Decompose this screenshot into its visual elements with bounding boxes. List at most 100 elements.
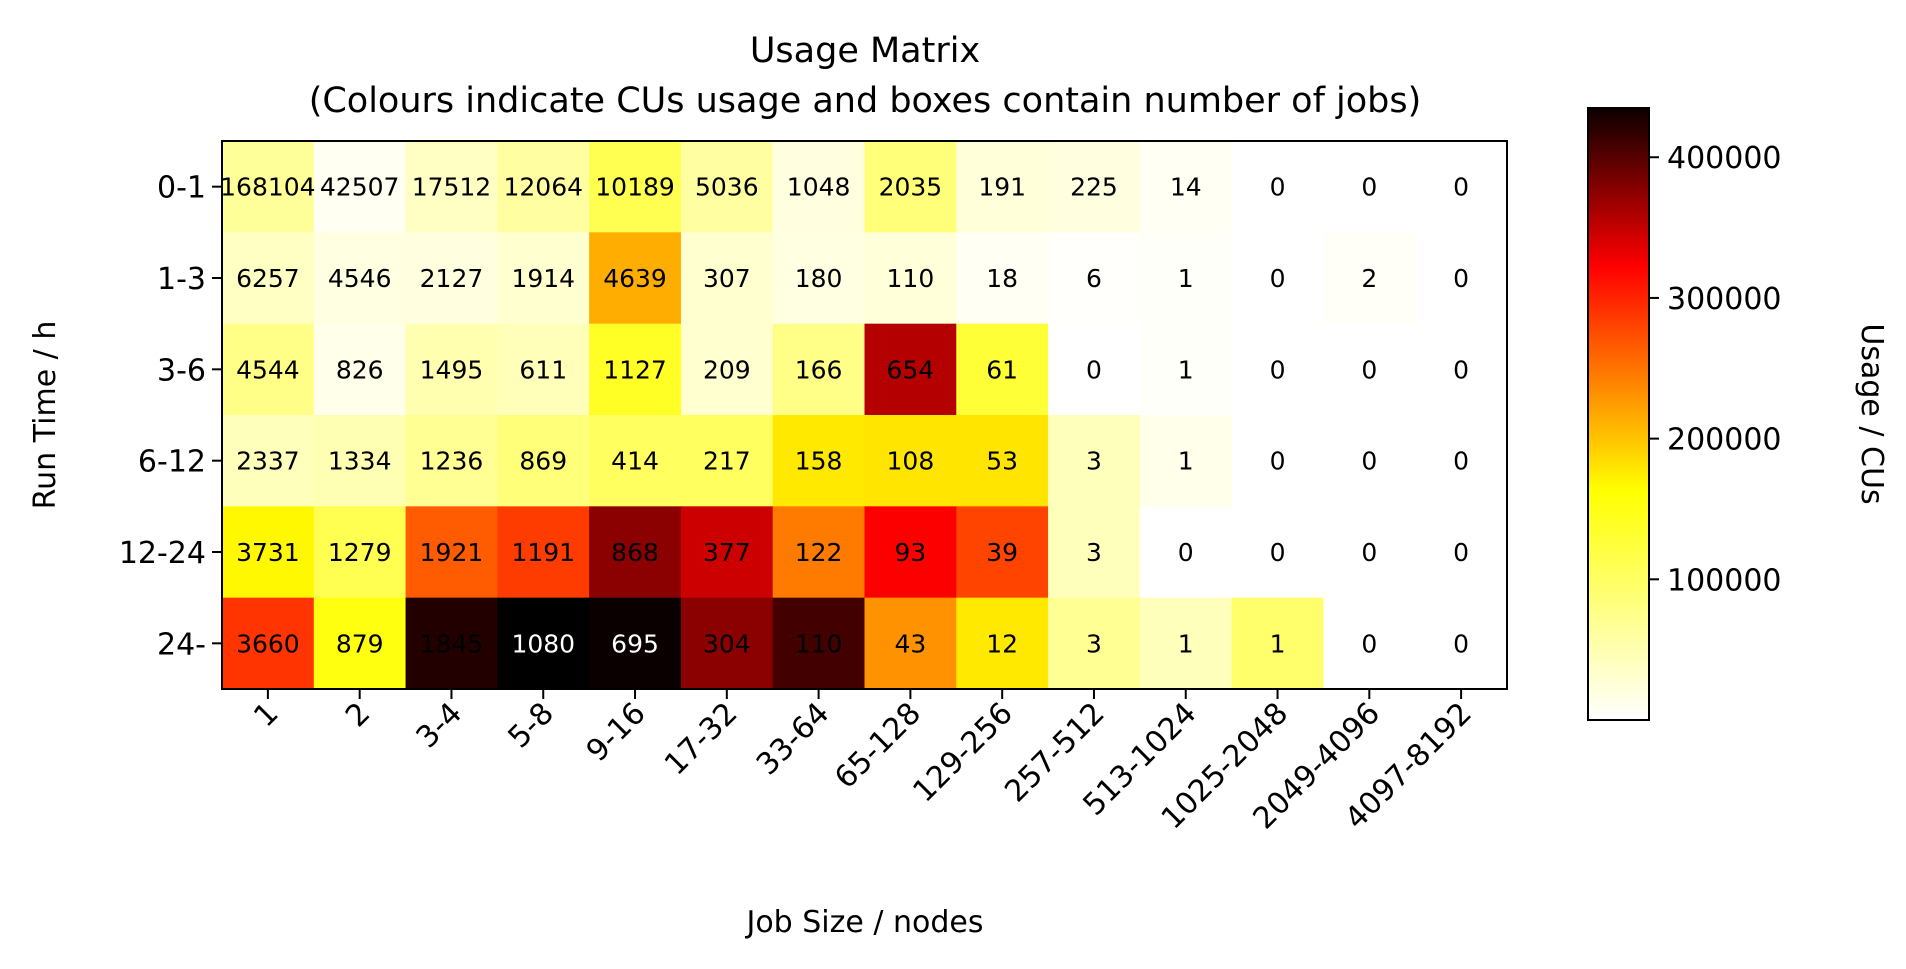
cell-job-count: 3660	[236, 629, 300, 658]
cell-job-count: 12	[986, 629, 1018, 658]
cell-job-count: 0	[1361, 355, 1377, 384]
cell-job-count: 2127	[420, 264, 484, 293]
colorbar	[1587, 107, 1650, 721]
heatmap-cell	[772, 323, 866, 416]
heatmap-cell	[1231, 232, 1325, 325]
cell-job-count: 110	[795, 629, 843, 658]
heatmap-cell	[1323, 323, 1416, 416]
cell-job-count: 217	[703, 447, 751, 476]
cell-job-count: 0	[1453, 264, 1469, 293]
heatmap-cell	[1323, 506, 1416, 599]
heatmap-cell	[1323, 415, 1416, 507]
heatmap-cell	[405, 415, 498, 507]
cell-job-count: 2	[1361, 264, 1377, 293]
cell-job-count: 1	[1178, 447, 1194, 476]
cell-job-count: 0	[1270, 447, 1286, 476]
heatmap-cell	[680, 141, 774, 233]
heatmap-cell	[1048, 323, 1141, 416]
heatmap-cell	[1139, 597, 1233, 690]
cell-job-count: 12064	[503, 173, 583, 202]
cell-job-count: 0	[1453, 538, 1469, 567]
heatmap-cell	[313, 415, 407, 507]
heatmap-cell	[222, 323, 315, 416]
colorbar-ticks: 100000 200000 300000 400000	[1649, 141, 1782, 598]
heatmap-cell	[589, 506, 682, 599]
cell-job-count: 3731	[236, 538, 300, 567]
heatmap-cell-labels: 168104 42507 17512 12064 10189 5036 1048 2035 19…	[220, 173, 1469, 659]
cell-job-count: 2337	[236, 447, 300, 476]
heatmap-cell	[589, 415, 682, 507]
heatmap-cell	[313, 232, 407, 325]
cell-job-count: 0	[1361, 629, 1377, 658]
heatmap-cell	[222, 506, 315, 599]
cell-job-count: 307	[703, 264, 751, 293]
cell-job-count: 3	[1086, 447, 1102, 476]
cell-job-count: 1495	[420, 355, 484, 384]
cell-job-count: 61	[986, 355, 1018, 384]
cell-job-count: 1191	[511, 538, 575, 567]
cell-job-count: 0	[1361, 538, 1377, 567]
cell-job-count: 0	[1361, 447, 1377, 476]
cell-job-count: 0	[1453, 447, 1469, 476]
y-tick-label: 0-1	[157, 171, 206, 206]
cell-job-count: 5036	[695, 173, 759, 202]
x-tick-label: 5-8	[502, 696, 561, 755]
heatmap-cell	[1231, 597, 1325, 690]
x-tick-label: 9-16	[580, 696, 653, 769]
heatmap-cell	[680, 323, 774, 416]
cell-job-count: 0	[1270, 538, 1286, 567]
cell-job-count: 868	[611, 538, 659, 567]
heatmap-cell	[1231, 323, 1325, 416]
heatmap-cell	[1048, 597, 1141, 690]
x-tick-label: 3-4	[410, 696, 469, 755]
heatmap-cell	[1139, 415, 1233, 507]
heatmap-cell	[864, 232, 957, 325]
heatmap-cell	[772, 597, 866, 690]
cell-job-count: 42507	[320, 173, 400, 202]
heatmap-cell	[1139, 506, 1233, 599]
heatmap-cell	[680, 232, 774, 325]
heatmap-cell	[956, 323, 1049, 416]
heatmap-cell	[1231, 506, 1325, 599]
heatmap-cell	[864, 141, 957, 233]
heatmap-cell	[1415, 415, 1508, 507]
colorbar-tick-label: 300000	[1667, 282, 1782, 317]
colorbar-tick-label: 400000	[1667, 141, 1782, 176]
cell-job-count: 0	[1453, 355, 1469, 384]
cell-job-count: 1334	[328, 447, 392, 476]
cell-job-count: 414	[611, 447, 659, 476]
heatmap-cell	[313, 597, 407, 690]
x-tick-label: 2	[339, 696, 377, 734]
heatmap-cell	[1323, 141, 1416, 233]
cell-job-count: 1914	[511, 264, 575, 293]
heatmap-cell	[222, 415, 315, 507]
heatmap-cell	[956, 415, 1049, 507]
heatmap-cell	[680, 506, 774, 599]
heatmap-cell	[497, 597, 590, 690]
y-axis-ticks: 0-1 1-3 3-6 6-12 12-24 24-	[119, 171, 222, 662]
heatmap-cell	[405, 232, 498, 325]
heatmap-cell	[956, 232, 1049, 325]
cell-job-count: 0	[1270, 173, 1286, 202]
cell-job-count: 611	[519, 355, 567, 384]
heatmap-cell	[1415, 323, 1508, 416]
cell-job-count: 3	[1086, 629, 1102, 658]
heatmap-cell	[956, 141, 1049, 233]
x-tick-label: 129-256	[906, 696, 1019, 809]
cell-job-count: 10189	[595, 173, 675, 202]
cell-job-count: 1921	[420, 538, 484, 567]
y-tick-label: 6-12	[138, 445, 206, 480]
cell-job-count: 1845	[420, 629, 484, 658]
cell-job-count: 0	[1270, 264, 1286, 293]
cell-job-count: 110	[887, 264, 935, 293]
cell-job-count: 826	[336, 355, 384, 384]
plot-frame	[221, 140, 1508, 690]
cell-job-count: 0	[1453, 173, 1469, 202]
cell-job-count: 1	[1178, 629, 1194, 658]
cell-job-count: 695	[611, 629, 659, 658]
cell-job-count: 168104	[220, 173, 315, 202]
heatmap-cell	[313, 141, 407, 233]
cell-job-count: 180	[795, 264, 843, 293]
heatmap-cell	[589, 323, 682, 416]
cell-job-count: 1	[1270, 629, 1286, 658]
